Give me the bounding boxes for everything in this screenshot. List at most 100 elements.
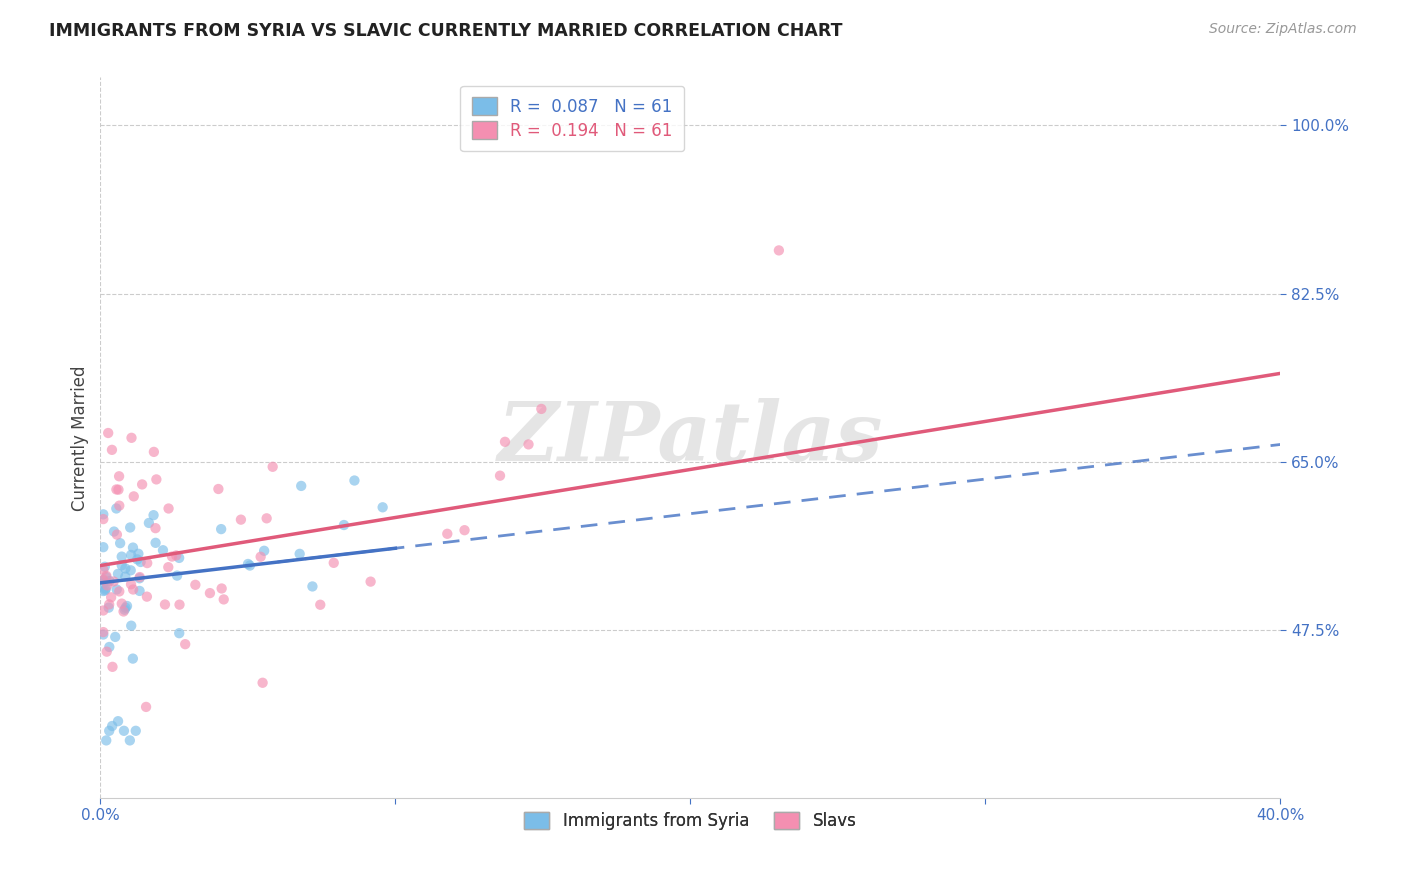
Point <box>91 574 114 588</box>
Point <box>114 603 136 617</box>
Point <box>98 598 121 612</box>
Point <box>249 549 271 564</box>
Point <box>517 437 540 451</box>
Point <box>94 559 117 574</box>
Point <box>288 547 311 561</box>
Point <box>129 555 152 569</box>
Point <box>160 549 183 564</box>
Point <box>120 577 142 591</box>
Point <box>120 563 142 577</box>
Text: Source: ZipAtlas.com: Source: ZipAtlas.com <box>1209 22 1357 37</box>
Point <box>108 469 131 483</box>
Point <box>453 523 475 537</box>
Point <box>91 584 114 599</box>
Point <box>96 569 118 583</box>
Point <box>103 524 125 539</box>
Point <box>184 578 207 592</box>
Point <box>107 566 129 581</box>
Point <box>253 543 276 558</box>
Point <box>105 501 128 516</box>
Point <box>768 244 790 258</box>
Point <box>91 627 114 641</box>
Point <box>211 582 233 596</box>
Point <box>489 468 512 483</box>
Point <box>91 573 114 587</box>
Point <box>152 543 174 558</box>
Point <box>122 489 145 503</box>
Point <box>145 472 167 486</box>
Point <box>114 561 136 575</box>
Point <box>114 570 136 584</box>
Point <box>166 568 188 582</box>
Point <box>114 600 136 615</box>
Point <box>107 714 129 729</box>
Point <box>167 550 190 565</box>
Point <box>131 477 153 491</box>
Point <box>145 521 167 535</box>
Point <box>97 600 120 615</box>
Point <box>112 723 135 738</box>
Point <box>108 499 131 513</box>
Point <box>236 557 259 571</box>
Point <box>91 625 114 640</box>
Point <box>142 508 165 523</box>
Point <box>198 586 221 600</box>
Point <box>262 459 284 474</box>
Point <box>91 512 114 526</box>
Point <box>127 552 149 566</box>
Point <box>122 582 145 597</box>
Point <box>256 511 278 525</box>
Point <box>169 598 191 612</box>
Point <box>157 560 180 574</box>
Point <box>167 626 190 640</box>
Point <box>252 675 274 690</box>
Point <box>96 578 118 592</box>
Point <box>91 540 114 554</box>
Point <box>94 583 117 598</box>
Point <box>120 618 142 632</box>
Point <box>107 483 129 497</box>
Point <box>174 637 197 651</box>
Point <box>128 570 150 584</box>
Point <box>301 579 323 593</box>
Point <box>97 425 120 440</box>
Point <box>108 584 131 599</box>
Point <box>98 723 121 738</box>
Point <box>153 598 176 612</box>
Point <box>121 431 143 445</box>
Point <box>333 518 356 533</box>
Point <box>494 434 516 449</box>
Text: IMMIGRANTS FROM SYRIA VS SLAVIC CURRENTLY MARRIED CORRELATION CHART: IMMIGRANTS FROM SYRIA VS SLAVIC CURRENTL… <box>49 22 842 40</box>
Point <box>105 527 128 541</box>
Point <box>138 516 160 530</box>
Point <box>309 598 332 612</box>
Point <box>122 541 145 555</box>
Point <box>101 719 124 733</box>
Legend: Immigrants from Syria, Slavs: Immigrants from Syria, Slavs <box>515 802 866 840</box>
Point <box>343 474 366 488</box>
Point <box>96 570 118 584</box>
Point <box>98 640 121 654</box>
Point <box>101 442 124 457</box>
Point <box>436 526 458 541</box>
Point <box>105 582 128 597</box>
Point <box>112 605 135 619</box>
Point <box>212 592 235 607</box>
Point <box>91 576 114 591</box>
Point <box>128 571 150 585</box>
Point <box>115 599 138 613</box>
Point <box>120 520 142 534</box>
Point <box>96 645 118 659</box>
Point <box>108 536 131 550</box>
Point <box>111 597 134 611</box>
Point <box>111 558 134 573</box>
Point <box>100 591 122 605</box>
Point <box>290 479 312 493</box>
Point <box>101 660 124 674</box>
Point <box>120 548 142 562</box>
Point <box>145 536 167 550</box>
Point <box>229 513 252 527</box>
Point <box>209 522 232 536</box>
Y-axis label: Currently Married: Currently Married <box>72 365 89 510</box>
Point <box>207 482 229 496</box>
